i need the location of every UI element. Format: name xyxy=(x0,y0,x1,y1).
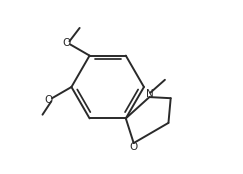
Text: O: O xyxy=(62,38,70,48)
Text: O: O xyxy=(130,142,138,152)
Text: N: N xyxy=(146,89,154,100)
Text: O: O xyxy=(44,95,52,105)
